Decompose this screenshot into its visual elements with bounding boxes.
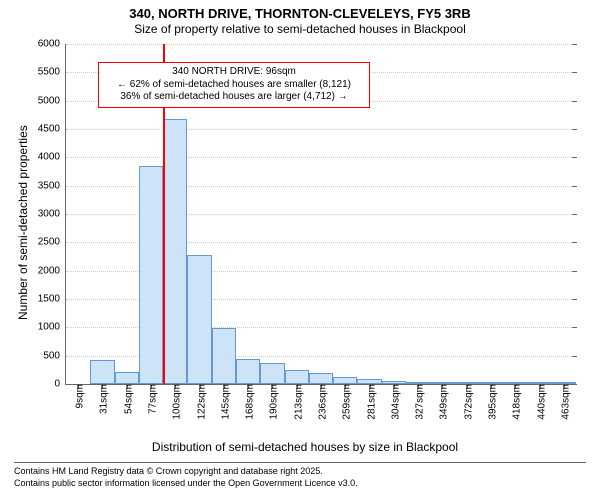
chart-footer: Contains HM Land Registry data © Crown c… <box>14 462 586 489</box>
annotation-line: ← 62% of semi-detached houses are smalle… <box>105 79 363 92</box>
x-tick-label: 168sqm <box>241 384 256 420</box>
histogram-bar <box>285 370 309 384</box>
y-tick-label: 4000 <box>38 152 66 163</box>
x-tick-label: 327sqm <box>411 384 426 420</box>
x-tick-label: 395sqm <box>484 384 499 420</box>
annotation-line: 340 NORTH DRIVE: 96sqm <box>105 66 363 79</box>
x-tick-label: 349sqm <box>435 384 450 420</box>
histogram-bar <box>163 119 187 384</box>
x-tick-label: 145sqm <box>216 384 231 420</box>
histogram-bar <box>115 372 139 384</box>
y-axis-label: Number of semi-detached properties <box>16 125 30 320</box>
y-tick-label: 1500 <box>38 294 66 305</box>
histogram-bar <box>187 255 211 384</box>
y-tick-mark <box>572 44 577 45</box>
x-tick-label: 281sqm <box>362 384 377 420</box>
histogram-bar <box>212 328 236 384</box>
y-tick-label: 4500 <box>38 124 66 135</box>
y-tick-mark <box>572 214 577 215</box>
histogram-bar <box>236 359 260 385</box>
x-tick-label: 31sqm <box>95 384 110 414</box>
x-tick-label: 463sqm <box>556 384 571 420</box>
x-tick-label: 100sqm <box>168 384 183 420</box>
footer-line-2: Contains public sector information licen… <box>14 478 586 490</box>
histogram-bar <box>139 166 163 384</box>
y-tick-label: 3500 <box>38 180 66 191</box>
chart-title-main: 340, NORTH DRIVE, THORNTON-CLEVELEYS, FY… <box>0 6 600 21</box>
y-tick-mark <box>572 101 577 102</box>
y-tick-mark <box>572 384 577 385</box>
y-tick-mark <box>572 327 577 328</box>
histogram-bar <box>260 363 284 384</box>
y-tick-label: 6000 <box>38 39 66 50</box>
y-tick-mark <box>572 129 577 130</box>
y-tick-mark <box>572 271 577 272</box>
y-tick-label: 0 <box>54 379 66 390</box>
gridline <box>66 129 576 130</box>
x-tick-label: 304sqm <box>386 384 401 420</box>
gridline <box>66 157 576 158</box>
histogram-bar <box>333 377 357 384</box>
gridline <box>66 44 576 45</box>
plot-area: 0500100015002000250030003500400045005000… <box>65 44 576 385</box>
y-tick-mark <box>572 299 577 300</box>
x-tick-label: 418sqm <box>508 384 523 420</box>
histogram-bar <box>309 373 333 384</box>
y-tick-label: 1000 <box>38 322 66 333</box>
histogram-bar <box>90 360 114 384</box>
y-tick-label: 3000 <box>38 209 66 220</box>
x-tick-label: 440sqm <box>532 384 547 420</box>
x-tick-label: 77sqm <box>144 384 159 414</box>
x-tick-label: 190sqm <box>265 384 280 420</box>
property-size-chart: 340, NORTH DRIVE, THORNTON-CLEVELEYS, FY… <box>0 0 600 500</box>
y-tick-label: 500 <box>43 350 66 361</box>
y-tick-label: 2000 <box>38 265 66 276</box>
x-tick-label: 54sqm <box>119 384 134 414</box>
y-tick-label: 5000 <box>38 95 66 106</box>
x-tick-label: 122sqm <box>192 384 207 420</box>
footer-line-1: Contains HM Land Registry data © Crown c… <box>14 466 586 478</box>
x-tick-label: 9sqm <box>71 384 86 408</box>
y-tick-mark <box>572 157 577 158</box>
x-tick-label: 236sqm <box>314 384 329 420</box>
y-tick-mark <box>572 356 577 357</box>
y-tick-label: 5500 <box>38 67 66 78</box>
annotation-box: 340 NORTH DRIVE: 96sqm← 62% of semi-deta… <box>98 62 370 108</box>
y-tick-mark <box>572 186 577 187</box>
x-tick-label: 259sqm <box>338 384 353 420</box>
annotation-line: 36% of semi-detached houses are larger (… <box>105 91 363 104</box>
y-tick-mark <box>572 72 577 73</box>
x-tick-label: 372sqm <box>459 384 474 420</box>
y-tick-mark <box>572 242 577 243</box>
x-axis-label: Distribution of semi-detached houses by … <box>40 440 570 454</box>
y-tick-label: 2500 <box>38 237 66 248</box>
x-tick-label: 213sqm <box>289 384 304 420</box>
chart-title-sub: Size of property relative to semi-detach… <box>0 22 600 36</box>
